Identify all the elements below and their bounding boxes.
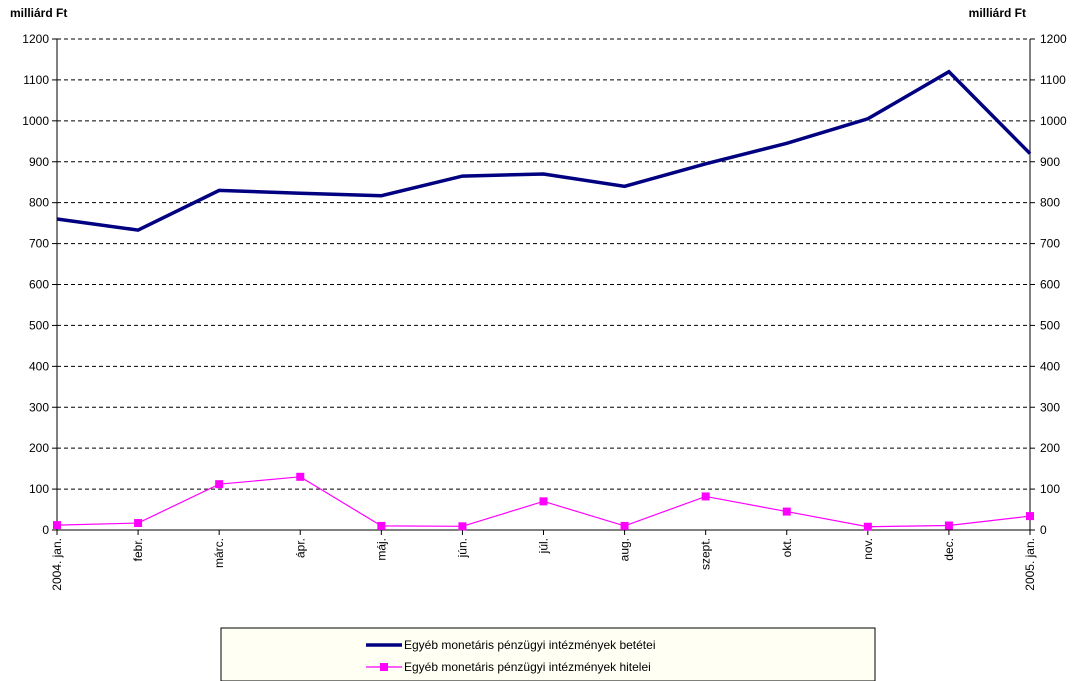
point-marker bbox=[458, 522, 467, 531]
point-marker bbox=[296, 472, 305, 481]
y-tick-label: 300 bbox=[29, 400, 49, 414]
y2-tick-label: 1200 bbox=[1040, 32, 1067, 46]
y-tick-label: 700 bbox=[29, 237, 49, 251]
point-marker bbox=[944, 521, 953, 530]
y-tick-label: 1200 bbox=[22, 32, 49, 46]
x-tick-label: márc. bbox=[212, 538, 226, 568]
y-tick-label: 1100 bbox=[23, 73, 49, 87]
legend-label: Egyéb monetáris pénzügyi intézmények bet… bbox=[404, 638, 655, 652]
y-tick-label: 1000 bbox=[22, 114, 49, 128]
x-tick-label: aug. bbox=[618, 538, 632, 561]
y-tick-label: 0 bbox=[42, 523, 49, 537]
x-tick-label: okt. bbox=[780, 538, 794, 557]
point-marker bbox=[863, 522, 872, 531]
x-tick-label: febr. bbox=[131, 538, 145, 561]
y-tick-label: 500 bbox=[29, 318, 49, 332]
x-tick-label: 2004. jan. bbox=[50, 538, 64, 591]
point-marker bbox=[620, 521, 629, 530]
y2-tick-label: 800 bbox=[1040, 196, 1060, 210]
y2-tick-label: 500 bbox=[1040, 318, 1060, 332]
point-marker bbox=[53, 521, 61, 530]
legend-box bbox=[220, 627, 876, 681]
y-tick-label: 600 bbox=[29, 278, 49, 292]
point-marker bbox=[134, 519, 143, 528]
y-tick-label: 800 bbox=[29, 196, 49, 210]
y-tick-label: 100 bbox=[29, 482, 49, 496]
x-tick-label: júl. bbox=[537, 538, 551, 554]
series-line bbox=[56, 69, 1032, 232]
y2-tick-label: 400 bbox=[1040, 359, 1060, 373]
point-marker bbox=[377, 521, 386, 530]
y2-axis-label: milliárd Ft bbox=[969, 6, 1026, 20]
y-tick-label: 400 bbox=[29, 359, 49, 373]
y2-tick-label: 200 bbox=[1040, 441, 1060, 455]
x-tick-label: máj. bbox=[374, 538, 388, 561]
point-marker bbox=[539, 497, 548, 506]
legend-label: Egyéb monetáris pénzügyi intézmények hit… bbox=[404, 660, 651, 674]
y-tick-label: 900 bbox=[29, 155, 49, 169]
point-marker bbox=[782, 507, 791, 516]
y2-tick-label: 900 bbox=[1040, 155, 1060, 169]
x-tick-label: dec. bbox=[942, 538, 956, 561]
y2-tick-label: 300 bbox=[1040, 400, 1060, 414]
y-axis-label: milliárd Ft bbox=[10, 6, 67, 20]
y2-tick-label: 1000 bbox=[1040, 114, 1067, 128]
y2-tick-label: 1100 bbox=[1040, 73, 1066, 87]
point-marker bbox=[215, 480, 224, 489]
x-tick-label: szept. bbox=[699, 538, 713, 570]
y-tick-label: 200 bbox=[29, 441, 49, 455]
point-marker bbox=[1026, 512, 1034, 521]
y2-tick-label: 700 bbox=[1040, 237, 1060, 251]
y2-tick-label: 0 bbox=[1040, 523, 1047, 537]
x-tick-label: jún. bbox=[455, 538, 469, 558]
legend-marker bbox=[380, 663, 388, 671]
x-tick-label: ápr. bbox=[293, 538, 307, 558]
point-marker bbox=[701, 492, 710, 501]
x-tick-label: nov. bbox=[861, 538, 875, 560]
x-tick-label: 2005. jan. bbox=[1023, 538, 1037, 591]
y2-tick-label: 600 bbox=[1040, 278, 1060, 292]
y2-tick-label: 100 bbox=[1040, 482, 1060, 496]
